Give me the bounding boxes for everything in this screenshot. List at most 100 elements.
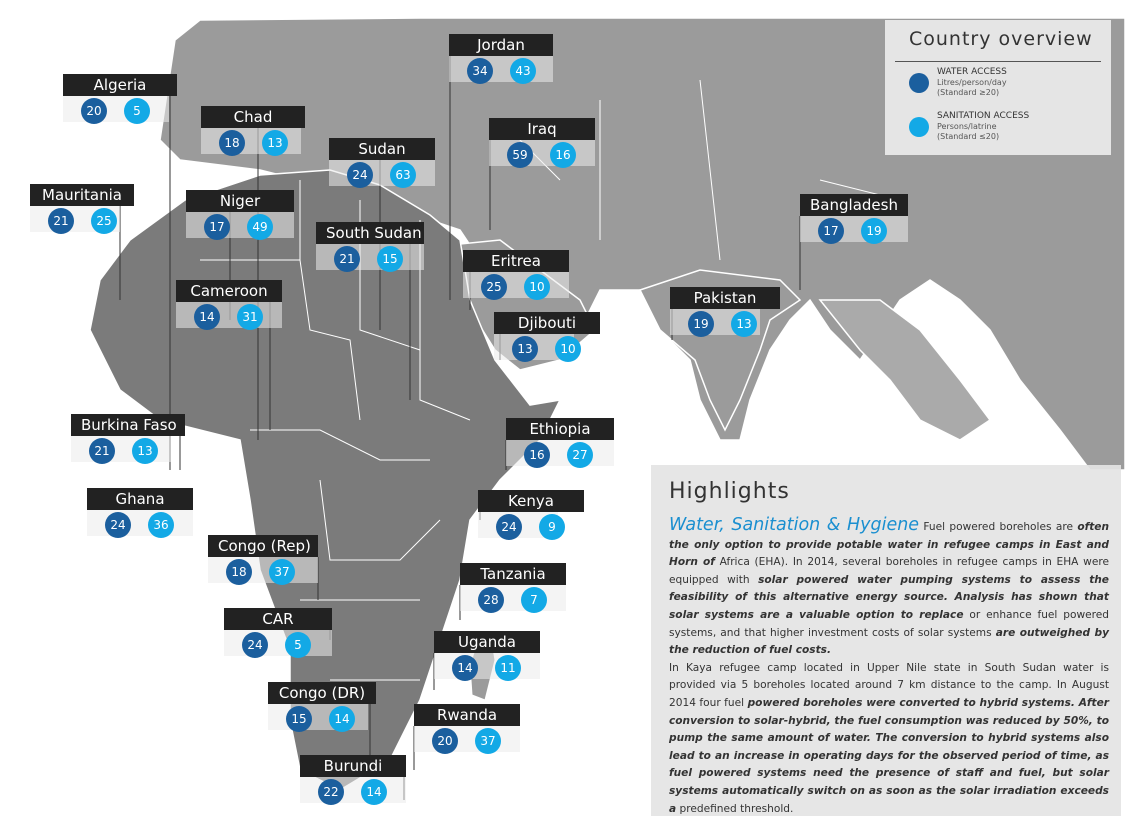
water-access-value: 17 — [204, 214, 230, 240]
water-access-value: 21 — [48, 208, 74, 234]
country-panel — [434, 653, 540, 679]
sanitation-access-value: 11 — [495, 655, 521, 681]
water-access-value: 59 — [507, 142, 533, 168]
water-access-value: 20 — [81, 98, 107, 124]
country-panel — [224, 630, 332, 656]
highlights-title: Highlights — [669, 479, 790, 504]
country-name: Djibouti — [494, 312, 600, 334]
country-panel — [208, 557, 318, 583]
country-name: Tanzania — [460, 563, 566, 585]
sanitation-access-value: 5 — [124, 98, 150, 124]
legend-title: Country overview — [909, 28, 1093, 50]
water-access-value: 24 — [496, 514, 522, 540]
sanitation-access-value: 15 — [377, 246, 403, 272]
sanitation-access-value: 31 — [237, 304, 263, 330]
water-access-value: 14 — [194, 304, 220, 330]
country-name: Ghana — [87, 488, 193, 510]
water-label: WATER ACCESS — [937, 67, 1007, 77]
water-access-value: 24 — [242, 632, 268, 658]
sanitation-access-value: 10 — [524, 274, 550, 300]
highlights-text-1f: are outweighed by the reduction of fuel … — [669, 626, 1109, 657]
country-panel — [506, 440, 614, 466]
sanitation-access-value: 14 — [361, 779, 387, 805]
country-name: Eritrea — [463, 250, 569, 272]
water-access-value: 13 — [512, 336, 538, 362]
sanitation-access-value: 49 — [247, 214, 273, 240]
country-panel — [87, 510, 193, 536]
country-name: Burundi — [300, 755, 406, 777]
country-panel — [800, 216, 908, 242]
highlights-text-2c: predefined threshold. — [679, 802, 794, 815]
country-name: Iraq — [489, 118, 595, 140]
highlights-text-1c: Africa (EHA). In 2014, several boreholes… — [669, 556, 1109, 586]
country-name: Chad — [201, 106, 305, 128]
highlights-text-1d: solar powered water pumping systems to a… — [669, 573, 1109, 621]
sanitation-access-value: 25 — [91, 208, 117, 234]
sanitation-access-value: 5 — [285, 632, 311, 658]
water-access-value: 17 — [818, 218, 844, 244]
water-standard: (Standard ≥20) — [937, 88, 1000, 97]
water-access-value: 18 — [219, 130, 245, 156]
sanitation-access-value: 37 — [475, 728, 501, 754]
highlights-text-2b: powered boreholes were converted to hybr… — [669, 696, 1109, 815]
sanitation-access-value: 19 — [861, 218, 887, 244]
highlights-text-1a: Fuel powered boreholes are — [923, 521, 1073, 533]
sanitation-access-value: 13 — [132, 438, 158, 464]
country-name: Algeria — [63, 74, 177, 96]
sanitation-access-value: 13 — [262, 130, 288, 156]
sanitation-unit: Persons/latrine — [937, 122, 997, 131]
water-access-value: 28 — [478, 587, 504, 613]
highlights-panel: Highlights Water, Sanitation & Hygiene F… — [651, 465, 1121, 816]
southeast-asia — [818, 299, 992, 441]
sanitation-access-value: 13 — [731, 311, 757, 337]
country-panel — [414, 726, 520, 752]
legend-panel: Country overview WATER ACCESS Litres/per… — [885, 20, 1111, 155]
sanitation-access-value: 43 — [510, 58, 536, 84]
sanitation-access-value: 36 — [148, 512, 174, 538]
water-access-value: 22 — [318, 779, 344, 805]
water-access-value: 15 — [286, 706, 312, 732]
water-access-value: 25 — [481, 274, 507, 300]
water-access-value: 21 — [334, 246, 360, 272]
water-access-value: 24 — [105, 512, 131, 538]
country-panel — [63, 96, 169, 122]
country-panel — [460, 585, 566, 611]
sanitation-access-value: 14 — [329, 706, 355, 732]
country-name: Niger — [186, 190, 294, 212]
sanitation-access-value: 63 — [390, 162, 416, 188]
water-swatch — [909, 73, 929, 93]
country-name: Cameroon — [176, 280, 282, 302]
sanitation-access-value: 27 — [567, 442, 593, 468]
country-panel — [329, 160, 435, 186]
highlights-body: Water, Sanitation & Hygiene Fuel powered… — [669, 516, 1109, 818]
country-name: CAR — [224, 608, 332, 630]
water-access-value: 14 — [452, 655, 478, 681]
country-name: Rwanda — [414, 704, 520, 726]
sanitation-access-value: 7 — [521, 587, 547, 613]
country-name: Ethiopia — [506, 418, 614, 440]
country-panel — [316, 244, 424, 270]
country-name: Uganda — [434, 631, 540, 653]
sanitation-access-value: 16 — [550, 142, 576, 168]
water-access-value: 34 — [467, 58, 493, 84]
highlights-text-1b: often the only option to provide potable… — [669, 521, 1109, 569]
highlights-text-2a: In Kaya refugee camp located in Upper Ni… — [669, 661, 1109, 709]
water-unit: Litres/person/day — [937, 78, 1007, 87]
sanitation-access-value: 10 — [555, 336, 581, 362]
water-access-value: 21 — [89, 438, 115, 464]
water-access-value: 16 — [524, 442, 550, 468]
country-name: Jordan — [449, 34, 553, 56]
sanitation-access-value: 9 — [539, 514, 565, 540]
country-panel — [489, 140, 595, 166]
country-panel — [186, 212, 294, 238]
country-name: Congo (DR) — [268, 682, 376, 704]
country-name: Sudan — [329, 138, 435, 160]
legend-divider — [895, 61, 1101, 62]
sanitation-label: SANITATION ACCESS — [937, 111, 1030, 121]
country-panel — [176, 302, 282, 328]
sanitation-access-value: 37 — [269, 559, 295, 585]
country-name: Bangladesh — [800, 194, 908, 216]
country-panel — [449, 56, 553, 82]
water-access-value: 18 — [226, 559, 252, 585]
